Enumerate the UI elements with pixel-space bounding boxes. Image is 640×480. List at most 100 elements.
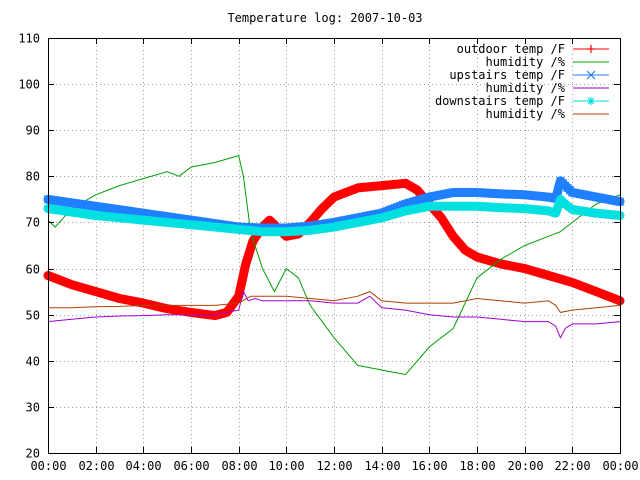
series-point bbox=[382, 212, 391, 221]
series-point bbox=[419, 194, 429, 203]
chart-title: Temperature log: 2007-10-03 bbox=[227, 11, 422, 25]
series-point bbox=[241, 259, 250, 268]
series-point bbox=[348, 219, 357, 228]
series-point bbox=[390, 209, 399, 218]
x-tick-label: 12:00 bbox=[316, 459, 352, 473]
x-tick-label: 20:00 bbox=[507, 459, 543, 473]
series-point bbox=[575, 189, 585, 199]
series-point bbox=[404, 206, 413, 215]
series-point bbox=[551, 209, 560, 218]
series-point bbox=[591, 192, 601, 202]
x-tick-label: 08:00 bbox=[221, 459, 257, 473]
legend-label: upstairs temp /F bbox=[449, 68, 565, 82]
series-point bbox=[570, 188, 580, 198]
series-point bbox=[369, 215, 378, 224]
series-point bbox=[578, 190, 588, 199]
series-1 bbox=[47, 154, 621, 376]
series-point bbox=[353, 218, 362, 227]
series-point bbox=[610, 196, 620, 206]
series-point bbox=[396, 208, 405, 217]
series-point bbox=[605, 195, 614, 204]
series-point bbox=[332, 222, 341, 231]
series-point bbox=[573, 189, 582, 198]
series-line bbox=[47, 154, 621, 376]
y-tick-label: 90 bbox=[26, 124, 40, 138]
series-point bbox=[411, 196, 421, 206]
series-point bbox=[581, 190, 590, 200]
series-point bbox=[398, 207, 407, 216]
series-point bbox=[359, 217, 368, 226]
series-line bbox=[48, 291, 621, 313]
series-point bbox=[380, 213, 389, 222]
y-tick-label: 100 bbox=[18, 78, 40, 92]
series-point bbox=[335, 222, 344, 231]
series-point bbox=[388, 210, 397, 219]
legend-marker bbox=[587, 45, 595, 53]
series-point bbox=[422, 202, 431, 211]
series-point bbox=[367, 215, 376, 224]
series-point bbox=[337, 221, 346, 230]
x-tick-label: 06:00 bbox=[173, 459, 209, 473]
legend-marker bbox=[586, 70, 596, 80]
x-tick-label: 18:00 bbox=[459, 459, 495, 473]
y-tick-label: 80 bbox=[26, 170, 40, 184]
plot-area bbox=[43, 154, 625, 376]
y-tick-label: 60 bbox=[26, 263, 40, 277]
series-point bbox=[420, 203, 429, 212]
legend-label: outdoor temp /F bbox=[457, 42, 565, 56]
y-tick-label: 20 bbox=[26, 447, 40, 461]
legend-label: humidity /% bbox=[486, 81, 566, 95]
series-point bbox=[345, 219, 354, 228]
series-point bbox=[549, 208, 558, 217]
series-point bbox=[409, 205, 418, 214]
legend-label: humidity /% bbox=[486, 55, 566, 69]
legend-label: downstairs temp /F bbox=[435, 94, 565, 108]
series-point bbox=[361, 216, 370, 225]
x-tick-label: 00:00 bbox=[602, 459, 638, 473]
series-4 bbox=[43, 194, 625, 237]
series-point bbox=[432, 191, 442, 200]
series-point bbox=[364, 216, 373, 225]
series-point bbox=[546, 207, 555, 216]
series-point bbox=[438, 190, 447, 199]
series-point bbox=[544, 206, 553, 215]
series-point bbox=[246, 244, 255, 253]
series-point bbox=[424, 192, 434, 202]
series-point bbox=[414, 204, 423, 213]
series-point bbox=[414, 195, 424, 205]
series-point bbox=[602, 194, 612, 204]
series-point bbox=[427, 192, 437, 201]
series-point bbox=[607, 195, 617, 205]
y-tick-label: 110 bbox=[18, 32, 40, 46]
series-point bbox=[412, 204, 421, 213]
x-tick-label: 16:00 bbox=[411, 459, 447, 473]
axes: 20 30 40 50 60 70 80 90 100 110 00:00 02:00 04:00 06:… bbox=[18, 32, 638, 474]
series-point bbox=[597, 193, 606, 203]
series-point bbox=[340, 221, 349, 230]
series-point bbox=[406, 205, 415, 214]
series-point bbox=[422, 193, 432, 203]
series-point bbox=[401, 206, 410, 215]
series-line bbox=[43, 178, 625, 321]
series-point bbox=[343, 220, 352, 229]
y-tick-label: 40 bbox=[26, 355, 40, 369]
x-tick-label: 14:00 bbox=[364, 459, 400, 473]
series-3 bbox=[47, 290, 621, 339]
series-point bbox=[385, 211, 394, 220]
series-point bbox=[567, 188, 577, 197]
series-point bbox=[589, 192, 598, 201]
series-point bbox=[443, 189, 453, 198]
series-point bbox=[393, 209, 402, 218]
y-tick-label: 50 bbox=[26, 309, 40, 323]
series-point bbox=[583, 191, 593, 200]
series-point bbox=[586, 191, 596, 201]
series-5 bbox=[48, 291, 621, 313]
series-point bbox=[417, 195, 426, 204]
x-tick-label: 00:00 bbox=[30, 459, 66, 473]
x-tick-label: 02:00 bbox=[78, 459, 114, 473]
series-point bbox=[554, 202, 563, 211]
series-point bbox=[234, 292, 243, 301]
series-point bbox=[553, 185, 563, 195]
series-point bbox=[244, 252, 253, 261]
